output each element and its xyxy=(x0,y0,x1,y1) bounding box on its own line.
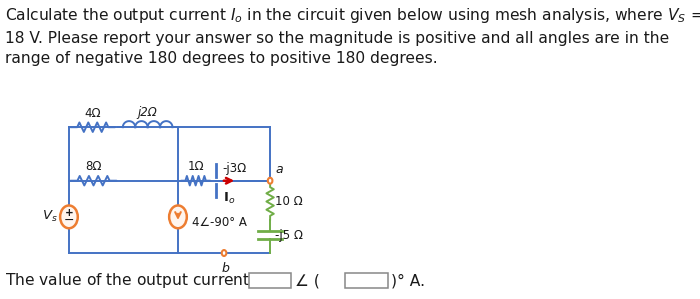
Text: The value of the output current $I_o$ =: The value of the output current $I_o$ = xyxy=(5,271,286,290)
Circle shape xyxy=(60,205,78,228)
FancyBboxPatch shape xyxy=(248,273,290,289)
Text: Calculate the output current $I_o$ in the circuit given below using mesh analysi: Calculate the output current $I_o$ in th… xyxy=(5,6,700,66)
Text: −: − xyxy=(64,214,74,227)
Text: 4∠-90° A: 4∠-90° A xyxy=(192,216,246,229)
Text: +: + xyxy=(64,208,74,218)
Text: $\mathbf{I}_o$: $\mathbf{I}_o$ xyxy=(223,191,236,206)
Text: -j5 Ω: -j5 Ω xyxy=(276,229,304,242)
Text: $V_s$: $V_s$ xyxy=(42,209,57,225)
Text: )° A.: )° A. xyxy=(391,273,425,288)
Text: 4Ω: 4Ω xyxy=(85,107,101,120)
Text: j2Ω: j2Ω xyxy=(138,106,158,120)
Text: -j3Ω: -j3Ω xyxy=(223,162,247,175)
Text: ∠ (: ∠ ( xyxy=(295,273,320,288)
Text: 1Ω: 1Ω xyxy=(188,160,204,173)
Text: 8Ω: 8Ω xyxy=(85,160,101,173)
Circle shape xyxy=(169,205,187,228)
Circle shape xyxy=(268,178,272,184)
Text: 10 Ω: 10 Ω xyxy=(276,195,303,208)
Text: b: b xyxy=(222,262,230,275)
Circle shape xyxy=(222,250,226,256)
Text: a: a xyxy=(276,163,283,176)
FancyBboxPatch shape xyxy=(345,273,388,289)
